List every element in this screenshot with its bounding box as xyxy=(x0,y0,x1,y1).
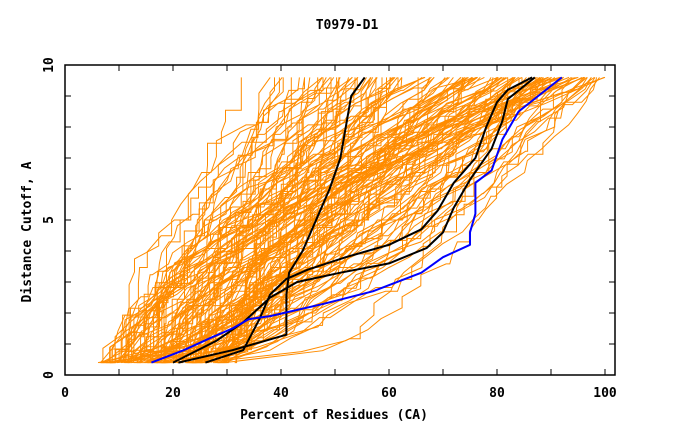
model-curve xyxy=(178,76,538,363)
highlight-black-1 xyxy=(205,76,533,364)
model-curve xyxy=(133,77,331,364)
y-axis-label: Distance Cutoff, A xyxy=(20,161,35,302)
y-tick-labels: 0 5 10 xyxy=(42,57,57,379)
model-curve xyxy=(210,76,564,363)
model-curve xyxy=(151,77,305,363)
model-curve xyxy=(186,76,425,364)
x-tick-label: 20 xyxy=(165,386,181,401)
chart-title: T0979-D1 xyxy=(316,18,379,33)
model-curve xyxy=(174,77,499,363)
model-curve xyxy=(219,77,585,363)
model-curve xyxy=(162,77,588,364)
model-curve xyxy=(197,76,552,363)
model-curve xyxy=(116,77,592,364)
model-curve xyxy=(131,77,473,363)
model-curve xyxy=(99,77,324,364)
x-tick-label: 40 xyxy=(273,386,289,401)
model-curve xyxy=(120,77,271,363)
x-tick-label: 100 xyxy=(593,386,617,401)
model-curve xyxy=(155,77,359,364)
model-curve xyxy=(206,76,449,363)
highlight-black-3 xyxy=(172,76,536,364)
x-tick-labels: 0 20 40 60 80 100 xyxy=(61,386,617,401)
model-curve xyxy=(122,77,586,363)
model-curve xyxy=(102,77,588,364)
model-curve xyxy=(224,76,575,364)
background-model-lines xyxy=(97,76,606,364)
model-curve xyxy=(124,77,537,364)
model-curve xyxy=(176,77,515,364)
model-curve xyxy=(157,77,600,364)
model-curve xyxy=(111,76,432,363)
y-tick-label: 0 xyxy=(42,371,57,379)
model-curve xyxy=(129,76,426,363)
model-curve xyxy=(201,77,392,364)
model-curve xyxy=(118,76,478,363)
model-curve xyxy=(106,76,516,364)
model-curve xyxy=(126,77,378,364)
model-curve xyxy=(147,77,323,364)
model-curve xyxy=(102,76,478,363)
highlight-black-2 xyxy=(178,76,366,364)
model-curve xyxy=(136,77,275,364)
model-curve xyxy=(205,77,551,364)
y-tick-label: 10 xyxy=(42,57,57,73)
highlight-blue xyxy=(151,76,563,364)
model-curve xyxy=(164,77,541,364)
model-curve xyxy=(125,77,327,363)
x-axis-label: Percent of Residues (CA) xyxy=(240,408,428,423)
model-curve xyxy=(187,76,508,363)
highlighted-model-lines xyxy=(151,76,563,364)
model-curve xyxy=(120,77,562,364)
x-tick-label: 0 xyxy=(61,386,69,401)
model-curve xyxy=(213,77,338,364)
axis-ticks xyxy=(64,64,615,376)
x-tick-label: 60 xyxy=(381,386,397,401)
model-curve xyxy=(123,77,494,364)
model-curve xyxy=(114,76,583,364)
model-curve xyxy=(182,77,335,363)
model-curve xyxy=(205,77,353,363)
x-tick-label: 80 xyxy=(489,386,505,401)
model-curve xyxy=(151,77,450,364)
y-tick-label: 5 xyxy=(42,216,57,224)
